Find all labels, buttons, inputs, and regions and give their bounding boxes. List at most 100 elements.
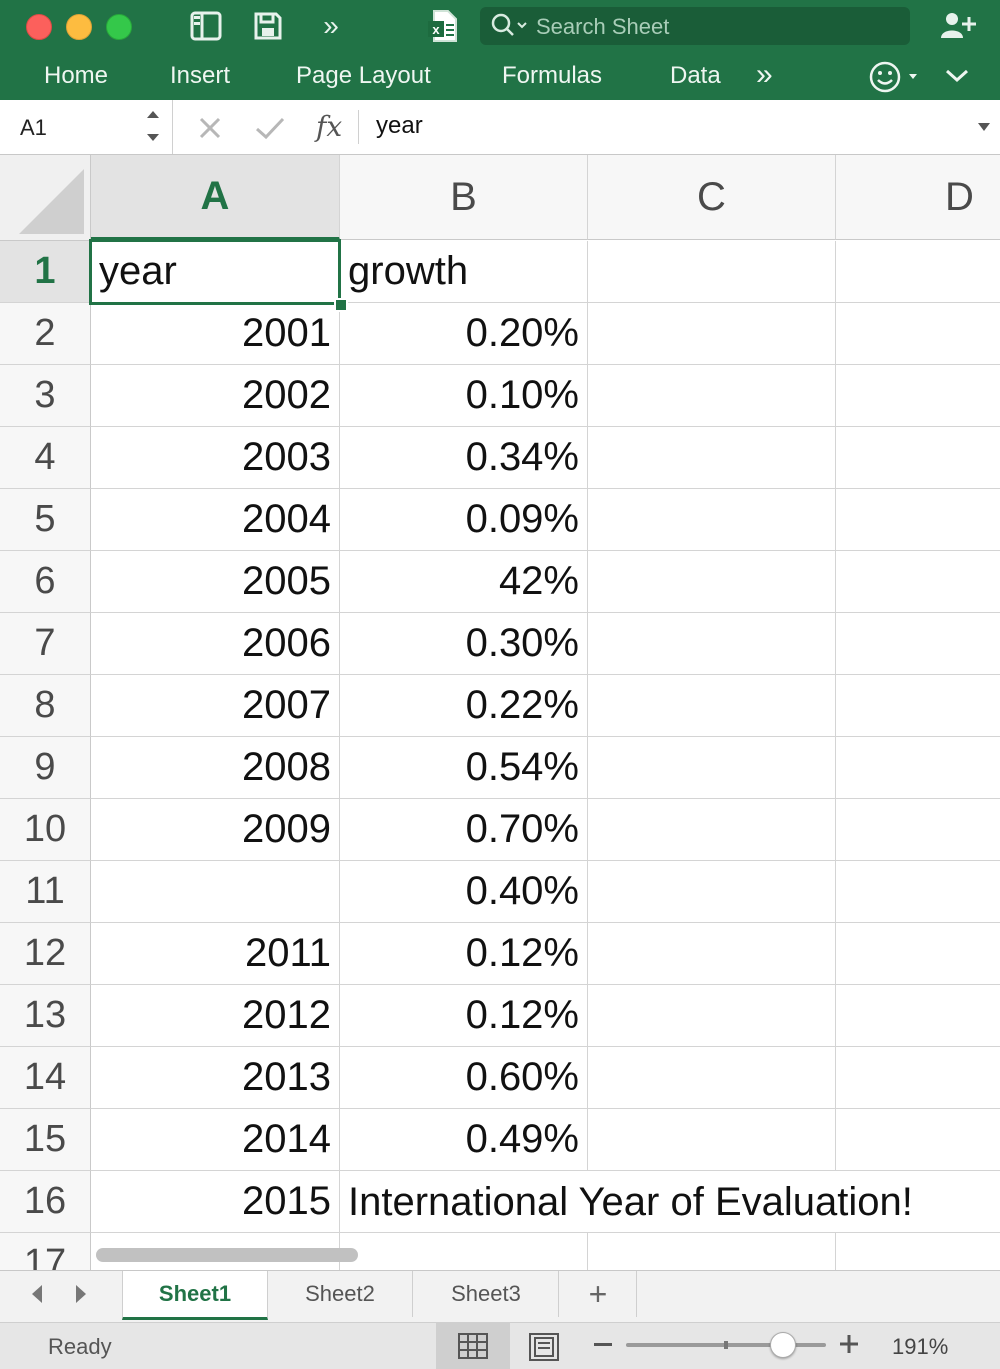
tab-formulas[interactable]: Formulas: [502, 62, 603, 89]
chevron-double-right-icon[interactable]: »: [756, 58, 773, 91]
horizontal-scrollbar[interactable]: [96, 1248, 358, 1262]
cell-b2[interactable]: 0.20%: [340, 303, 588, 365]
row-header-15[interactable]: 15: [0, 1109, 91, 1171]
cell-c16[interactable]: [588, 1171, 836, 1233]
sheet-tab-sheet3[interactable]: Sheet3: [414, 1271, 559, 1317]
normal-view-button[interactable]: [436, 1323, 510, 1369]
cell-a11[interactable]: [91, 861, 340, 923]
search-input[interactable]: [534, 13, 898, 41]
column-header-b[interactable]: B: [340, 155, 588, 240]
cell-a13[interactable]: 2012: [91, 985, 340, 1047]
cell-a6[interactable]: 2005: [91, 551, 340, 613]
cell-d17[interactable]: [836, 1233, 1000, 1270]
cell-b14[interactable]: 0.60%: [340, 1047, 588, 1109]
column-header-a[interactable]: A: [91, 155, 340, 240]
cell-a3[interactable]: 2002: [91, 365, 340, 427]
column-header-d[interactable]: D: [836, 155, 1000, 240]
row-header-9[interactable]: 9: [0, 737, 91, 799]
cell-c4[interactable]: [588, 427, 836, 489]
cell-c17[interactable]: [588, 1233, 836, 1270]
column-header-c[interactable]: C: [588, 155, 836, 240]
cell-c15[interactable]: [588, 1109, 836, 1171]
sheet-tab-sheet1[interactable]: Sheet1: [122, 1271, 268, 1320]
cell-d5[interactable]: [836, 489, 1000, 551]
cell-c9[interactable]: [588, 737, 836, 799]
tab-home[interactable]: Home: [44, 62, 109, 89]
row-header-4[interactable]: 4: [0, 427, 91, 489]
cell-a2[interactable]: 2001: [91, 303, 340, 365]
smiley-icon[interactable]: [868, 60, 924, 99]
add-person-icon[interactable]: [938, 10, 978, 42]
cell-a14[interactable]: 2013: [91, 1047, 340, 1109]
cell-c6[interactable]: [588, 551, 836, 613]
add-sheet-button[interactable]: +: [560, 1271, 637, 1317]
cell-d14[interactable]: [836, 1047, 1000, 1109]
row-header-2[interactable]: 2: [0, 303, 91, 365]
select-all-corner[interactable]: [0, 155, 91, 241]
cell-b3[interactable]: 0.10%: [340, 365, 588, 427]
cell-b16[interactable]: [340, 1171, 588, 1233]
cell-c14[interactable]: [588, 1047, 836, 1109]
window-close-button[interactable]: [26, 14, 52, 40]
row-header-6[interactable]: 6: [0, 551, 91, 613]
formula-input[interactable]: year: [376, 112, 423, 139]
cell-d7[interactable]: [836, 613, 1000, 675]
page-layout-view-icon[interactable]: [528, 1333, 560, 1366]
function-icon[interactable]: fx: [316, 110, 343, 143]
row-header-8[interactable]: 8: [0, 675, 91, 737]
cell-b4[interactable]: 0.34%: [340, 427, 588, 489]
cell-a8[interactable]: 2007: [91, 675, 340, 737]
sidebar-icon[interactable]: [188, 10, 224, 42]
cell-a12[interactable]: 2011: [91, 923, 340, 985]
cell-d10[interactable]: [836, 799, 1000, 861]
cell-b10[interactable]: 0.70%: [340, 799, 588, 861]
cell-a5[interactable]: 2004: [91, 489, 340, 551]
cell-d6[interactable]: [836, 551, 1000, 613]
row-header-14[interactable]: 14: [0, 1047, 91, 1109]
row-header-11[interactable]: 11: [0, 861, 91, 923]
cell-d16[interactable]: [836, 1171, 1000, 1233]
cell-c2[interactable]: [588, 303, 836, 365]
cell-d8[interactable]: [836, 675, 1000, 737]
cell-c10[interactable]: [588, 799, 836, 861]
cell-d4[interactable]: [836, 427, 1000, 489]
cell-d11[interactable]: [836, 861, 1000, 923]
zoom-out-icon[interactable]: [594, 1343, 612, 1346]
name-box[interactable]: A1: [0, 100, 173, 154]
zoom-in-icon[interactable]: [838, 1333, 860, 1360]
confirm-icon[interactable]: [254, 114, 286, 147]
cell-a1[interactable]: year: [91, 241, 340, 303]
cell-b6[interactable]: 42%: [340, 551, 588, 613]
cell-b12[interactable]: 0.12%: [340, 923, 588, 985]
row-header-17[interactable]: 17: [0, 1233, 91, 1270]
cell-a4[interactable]: 2003: [91, 427, 340, 489]
cell-b7[interactable]: 0.30%: [340, 613, 588, 675]
search-box[interactable]: [480, 7, 910, 45]
tab-page-layout[interactable]: Page Layout: [296, 62, 431, 89]
row-header-3[interactable]: 3: [0, 365, 91, 427]
zoom-slider-thumb[interactable]: [770, 1332, 796, 1358]
cell-c12[interactable]: [588, 923, 836, 985]
cell-a15[interactable]: 2014: [91, 1109, 340, 1171]
zoom-slider[interactable]: [626, 1332, 826, 1358]
row-header-1[interactable]: 1: [0, 241, 91, 303]
row-header-13[interactable]: 13: [0, 985, 91, 1047]
cell-b17[interactable]: [340, 1233, 588, 1270]
cell-a9[interactable]: 2008: [91, 737, 340, 799]
cell-c5[interactable]: [588, 489, 836, 551]
cell-c11[interactable]: [588, 861, 836, 923]
cell-c7[interactable]: [588, 613, 836, 675]
cell-c1[interactable]: [588, 241, 836, 303]
cancel-icon[interactable]: [196, 114, 224, 147]
cell-d2[interactable]: [836, 303, 1000, 365]
stepper-icon[interactable]: [144, 106, 162, 151]
cell-c8[interactable]: [588, 675, 836, 737]
tab-data[interactable]: Data: [670, 62, 721, 89]
cell-b15[interactable]: 0.49%: [340, 1109, 588, 1171]
window-maximize-button[interactable]: [106, 14, 132, 40]
cell-b9[interactable]: 0.54%: [340, 737, 588, 799]
cell-d3[interactable]: [836, 365, 1000, 427]
cell-b1[interactable]: growth: [340, 241, 588, 303]
sheet-tab-sheet2[interactable]: Sheet2: [268, 1271, 413, 1317]
cell-d1[interactable]: [836, 241, 1000, 303]
